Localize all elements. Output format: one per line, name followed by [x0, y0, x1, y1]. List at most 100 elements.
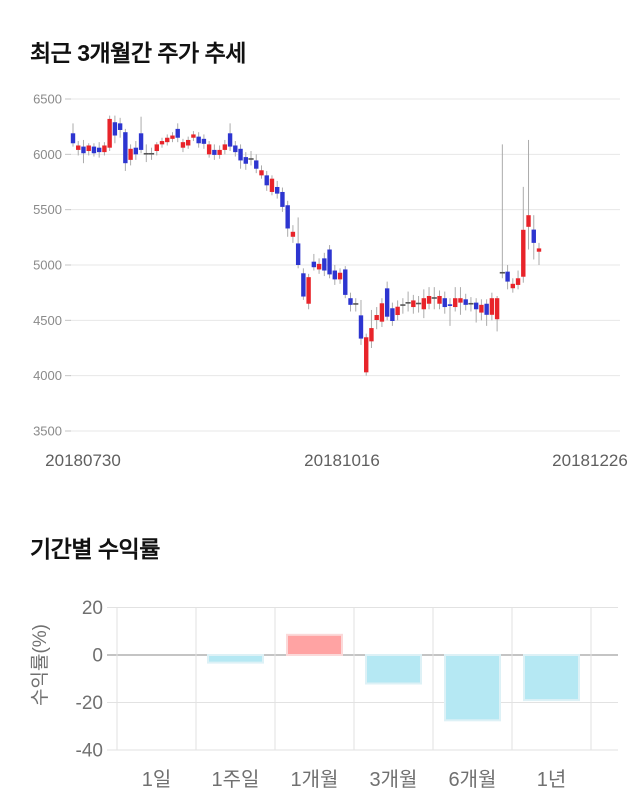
candle-up	[191, 134, 196, 138]
candle-down	[327, 249, 332, 275]
y-tick-label: 4500	[33, 313, 62, 328]
candle-up	[165, 137, 170, 143]
candle-up	[395, 306, 400, 316]
candle-up	[489, 298, 495, 315]
candle-down	[112, 122, 118, 136]
candle-down	[243, 157, 248, 164]
candle-up	[154, 144, 159, 152]
candle-down	[201, 138, 207, 144]
return-bar	[365, 654, 422, 685]
y-tick-label: 6000	[33, 147, 62, 162]
candle-down	[531, 229, 536, 243]
candle-down	[505, 271, 510, 282]
y-tick-label: 3500	[33, 424, 62, 439]
candle-up	[337, 272, 343, 280]
candle-down	[264, 175, 269, 186]
candle-up	[510, 283, 516, 289]
y-tick-label: 20	[82, 598, 103, 619]
x-category-label: 1주일	[212, 768, 260, 791]
candle-down	[311, 261, 317, 268]
candle-down	[70, 133, 76, 144]
candle-down	[322, 258, 327, 271]
candle-up	[290, 231, 296, 237]
candle-down	[96, 147, 102, 153]
candle-down	[484, 303, 489, 315]
candle-down	[442, 298, 447, 308]
candle-down	[117, 123, 123, 130]
x-category-label: 1일	[142, 768, 172, 791]
y-tick-label: -40	[76, 741, 103, 762]
candle-up	[128, 148, 133, 160]
candle-up	[306, 277, 311, 304]
candle-down	[280, 191, 285, 207]
candle-up	[86, 145, 91, 152]
x-tick-label: 20181016	[304, 451, 380, 470]
candle-up	[107, 118, 112, 148]
candle-up	[536, 248, 542, 252]
candle-up	[411, 300, 416, 308]
candle-up	[206, 144, 212, 155]
price-chart-title: 최근 3개월간 주가 추세	[30, 40, 246, 66]
candle-up	[364, 337, 369, 373]
returns-chart-title: 기간별 수익률	[30, 536, 160, 562]
candle-down	[332, 270, 337, 280]
candle-up	[259, 170, 264, 176]
y-axis-label: 수익률(%)	[29, 624, 51, 706]
y-tick-label: 5500	[33, 202, 62, 217]
candle-down	[238, 148, 243, 161]
candle-down	[254, 160, 259, 169]
candle-up	[426, 295, 432, 304]
candle-down	[295, 243, 301, 265]
return-bar	[207, 654, 264, 664]
candle-up	[159, 141, 165, 145]
return-bar	[444, 654, 501, 722]
returns-bar-chart: 20 0 -20 -40 수익률(%) 1일 1주일 1개월 3개월 6개월 1년	[29, 598, 618, 791]
candle-up	[437, 295, 442, 304]
candle-up	[421, 298, 427, 310]
candle-up	[521, 229, 526, 277]
candle-up	[180, 142, 186, 148]
candle-down	[390, 308, 395, 321]
candle-up	[170, 135, 175, 139]
candle-down	[91, 146, 97, 154]
candle-down	[227, 133, 233, 147]
candle-down	[358, 315, 364, 339]
y-tick-label: 5000	[33, 258, 62, 273]
y-tick-label: 0	[92, 646, 103, 667]
candlestick-chart: 6500 6000 5500 5000 4500 4000 3500 20180730 2018…	[33, 92, 628, 471]
candle-down	[384, 288, 390, 317]
return-bar	[523, 654, 580, 702]
candle-up	[76, 145, 81, 150]
candle-down	[301, 273, 306, 297]
candle-up	[185, 139, 191, 146]
candle-down	[196, 136, 201, 144]
candle-down	[348, 298, 353, 305]
candle-up	[479, 304, 484, 313]
y-tick-label: -20	[76, 693, 103, 714]
candle-down	[463, 299, 468, 305]
candle-up	[526, 215, 531, 227]
candle-up	[374, 315, 379, 321]
candle-down	[123, 132, 128, 164]
candle-down	[212, 149, 217, 155]
x-tick-label: 20180730	[45, 451, 121, 470]
x-category-label: 1개월	[291, 768, 339, 791]
candle-down	[81, 146, 86, 154]
x-category-label: 1년	[537, 768, 567, 791]
candle-up	[102, 145, 107, 153]
candle-up	[316, 263, 322, 270]
candle-down	[447, 304, 453, 306]
candle-down	[275, 186, 280, 194]
candle-down	[233, 145, 238, 153]
x-tick-label: 20181226	[552, 451, 628, 470]
candle-up	[217, 149, 222, 155]
x-category-label: 6개월	[449, 768, 497, 791]
candle-down	[285, 205, 290, 229]
candle-down	[343, 269, 348, 295]
candle-down	[138, 133, 144, 150]
return-bar	[286, 633, 343, 656]
candle-up	[369, 328, 374, 342]
y-tick-label: 4000	[33, 368, 62, 383]
y-tick-label: 6500	[33, 92, 62, 107]
